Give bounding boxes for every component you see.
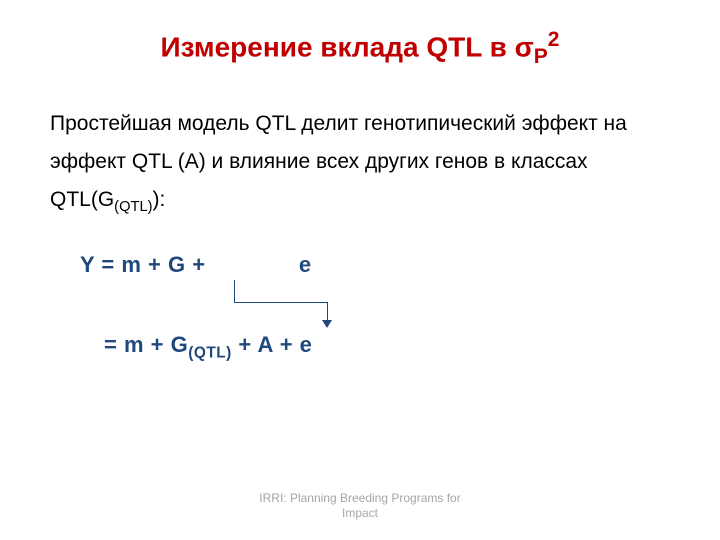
body-prefix: Простейшая модель QTL делит генотипическ…: [50, 112, 627, 211]
body-paragraph: Простейшая модель QTL делит генотипическ…: [50, 105, 670, 220]
footer-line2: Impact: [342, 506, 378, 520]
connector-arrow-icon: [322, 320, 332, 328]
footer-line1: IRRI: Planning Breeding Programs for: [259, 491, 460, 505]
connector-horizontal: [234, 302, 328, 303]
footer-text: IRRI: Planning Breeding Programs for Imp…: [0, 491, 720, 522]
body-suffix: ):: [153, 188, 166, 211]
eq2-subscript: (QTL): [188, 345, 232, 362]
eq2-part2: + A + e: [232, 332, 313, 357]
decomposition-connector: [234, 280, 328, 320]
slide-title: Измерение вклада QTL в σP2: [50, 28, 670, 69]
slide-container: Измерение вклада QTL в σP2 Простейшая мо…: [0, 0, 720, 540]
title-superscript: 2: [548, 28, 560, 51]
title-prefix: Измерение вклада QTL в σ: [161, 31, 534, 62]
body-subscript: (QTL): [114, 199, 152, 215]
equation-2: = m + G(QTL) + A + e: [104, 332, 670, 362]
eq1-part1: Y = m + G +: [80, 252, 206, 277]
eq2-part1: = m + G: [104, 332, 188, 357]
equations-block: Y = m + G + e = m + G(QTL) + A + e: [80, 252, 670, 362]
connector-vertical-2: [327, 302, 328, 324]
connector-vertical-1: [234, 280, 235, 302]
equation-1: Y = m + G + e: [80, 252, 670, 278]
eq1-part2: e: [299, 252, 312, 277]
title-subscript: P: [534, 45, 548, 68]
